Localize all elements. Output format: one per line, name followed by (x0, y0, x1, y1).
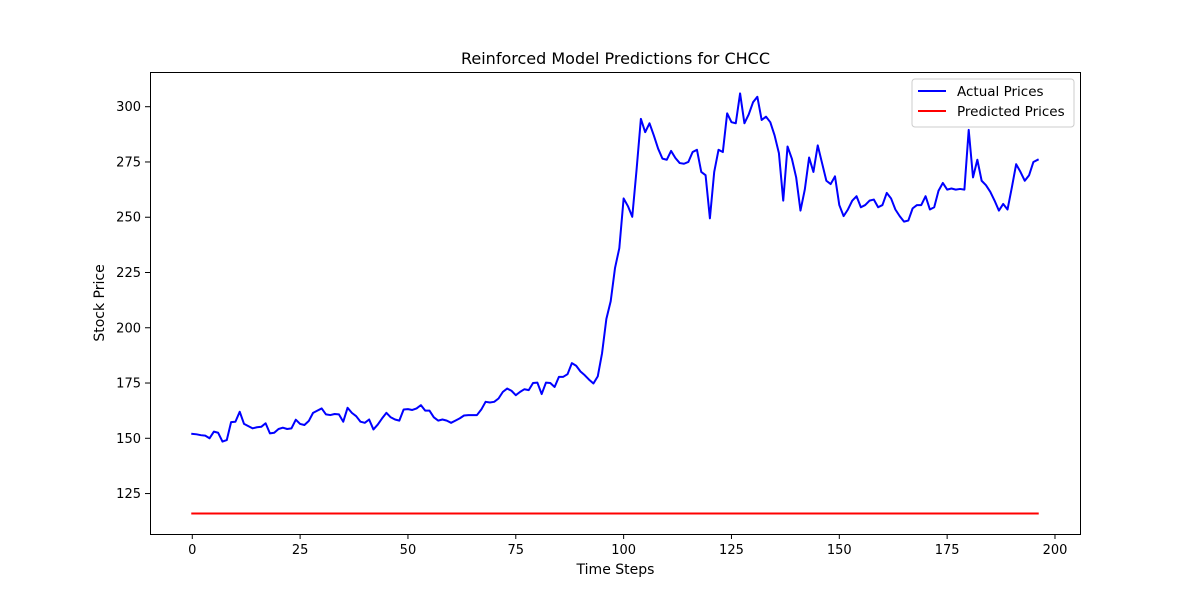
y-tick-label: 125 (116, 487, 141, 502)
y-tick-label: 175 (116, 377, 141, 392)
y-tick-label: 300 (116, 100, 141, 115)
plot-frame (150, 72, 1081, 535)
y-axis: 125 150 175 200 225 250 275 300 (116, 100, 150, 502)
x-tick-label: 50 (400, 543, 417, 558)
x-tick-label: 75 (508, 543, 525, 558)
legend-label-actual: Actual Prices (957, 84, 1044, 100)
y-tick-label: 150 (116, 432, 141, 447)
legend: Actual Prices Predicted Prices (911, 78, 1075, 128)
x-tick-label: 150 (827, 543, 852, 558)
y-tick-label: 250 (116, 211, 141, 226)
y-tick-label: 225 (116, 266, 141, 281)
series-line-actual-prices (191, 92, 1040, 443)
x-tick-label: 100 (611, 543, 636, 558)
y-axis-label: Stock Price (92, 264, 108, 341)
x-tick-label: 175 (935, 543, 960, 558)
y-tick-label: 200 (116, 321, 141, 336)
plot-area (191, 92, 1040, 515)
legend-box (911, 78, 1075, 128)
x-tick-label: 0 (188, 543, 196, 558)
x-tick-label: 200 (1043, 543, 1068, 558)
x-axis: 0 25 50 75 100 125 150 175 200 (188, 534, 1067, 558)
chart-title: Reinforced Model Predictions for CHCC (461, 49, 770, 68)
y-tick-label: 275 (116, 155, 141, 170)
x-tick-label: 25 (292, 543, 309, 558)
legend-label-predicted: Predicted Prices (957, 104, 1065, 120)
x-axis-label: Time Steps (576, 562, 655, 578)
x-tick-label: 125 (719, 543, 744, 558)
